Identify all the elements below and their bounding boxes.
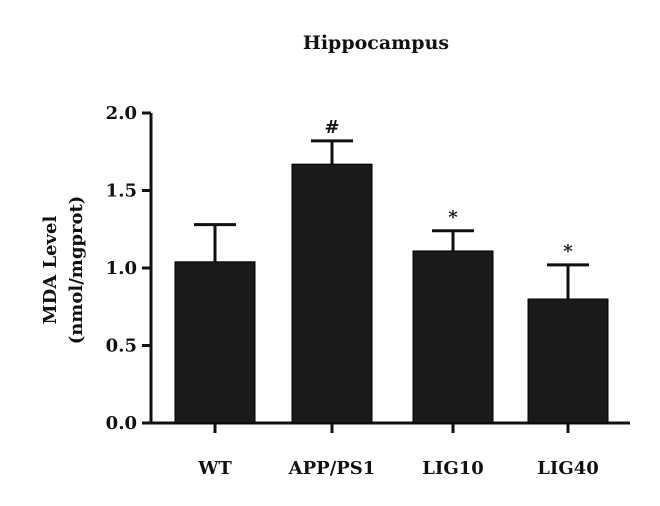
significance-marker: * xyxy=(448,207,458,228)
chart-title: Hippocampus xyxy=(303,32,449,54)
significance-marker: * xyxy=(563,241,573,262)
plot-area: 0.0 0.5 1.0 1.5 2.0 WT APP/PS1 # LIG10 * LIG40 * xyxy=(106,103,630,479)
x-tick-label: WT xyxy=(197,458,232,479)
bar xyxy=(174,261,256,424)
bar xyxy=(412,250,494,424)
significance-marker: # xyxy=(324,117,339,138)
x-tick-label: LIG40 xyxy=(537,458,599,479)
y-tick-label: 0.5 xyxy=(106,336,137,357)
x-tick-label: LIG10 xyxy=(422,458,484,479)
y-tick-label: 1.5 xyxy=(106,181,137,202)
y-axis-label-group: MDA Level (nmol/mgprot) xyxy=(40,196,87,345)
y-tick-label: 2.0 xyxy=(106,103,137,124)
y-tick-label: 0.0 xyxy=(106,413,137,434)
y-axis-label-line1: MDA Level xyxy=(40,216,61,325)
y-axis-label-line2: (nmol/mgprot) xyxy=(66,196,87,345)
y-tick-label: 1.0 xyxy=(106,258,137,279)
bar xyxy=(291,163,373,424)
bar xyxy=(527,298,609,424)
x-tick-label: APP/PS1 xyxy=(288,458,376,479)
